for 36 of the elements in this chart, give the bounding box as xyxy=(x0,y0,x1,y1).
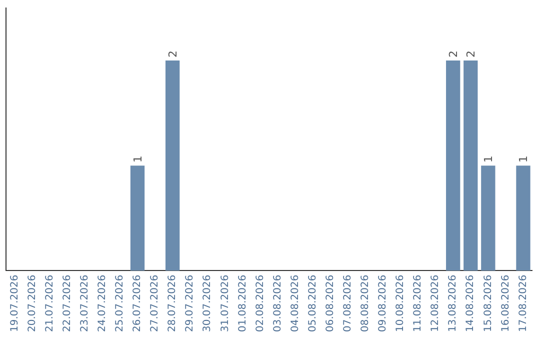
x-tick-label: 16.08.2026 xyxy=(500,274,512,332)
x-tick-label: 25.07.2026 xyxy=(114,274,126,332)
data-label: 1 xyxy=(482,156,496,163)
x-tick-label: 14.08.2026 xyxy=(465,274,476,332)
x-tick-label: 01.08.2026 xyxy=(237,274,248,332)
data-label: 2 xyxy=(166,50,180,58)
x-tick-label: 24.07.2026 xyxy=(97,274,108,332)
data-label: 1 xyxy=(517,156,530,163)
data-label: 2 xyxy=(464,50,478,58)
x-tick-label: 30.07.2026 xyxy=(202,274,214,332)
x-tick-label: 23.07.2026 xyxy=(79,274,90,332)
x-tick-label: 28.07.2026 xyxy=(167,274,178,332)
x-tick-label: 10.08.2026 xyxy=(395,274,406,332)
data-label: 2 xyxy=(447,50,460,58)
x-tick-label: 02.08.2026 xyxy=(254,274,266,332)
x-tick-label: 27.07.2026 xyxy=(150,274,161,332)
x-tick-label: 05.08.2026 xyxy=(307,274,318,332)
x-tick-label: 07.08.2026 xyxy=(342,274,354,332)
x-tick-label: 20.07.2026 xyxy=(26,274,38,332)
x-tick-label: 08.08.2026 xyxy=(360,274,372,332)
x-tick-label: 19.07.2026 xyxy=(9,274,20,332)
x-tick-label: 26.07.2026 xyxy=(132,274,144,332)
x-tick-label: 12.08.2026 xyxy=(430,274,442,332)
x-tick-label: 03.08.2026 xyxy=(272,274,284,332)
x-tick-label: 04.08.2026 xyxy=(290,274,301,332)
x-tick-label: 22.07.2026 xyxy=(62,274,73,332)
x-tick-label: 17.08.2026 xyxy=(518,274,529,332)
x-tick-label: 11.08.2026 xyxy=(412,274,424,332)
x-tick-label: 06.08.2026 xyxy=(324,274,336,332)
x-tick-label: 21.07.2026 xyxy=(44,274,56,332)
x-tick-label: 15.08.2026 xyxy=(482,274,494,332)
x-tick-label: 13.08.2026 xyxy=(448,274,459,332)
x-tick-label: 31.07.2026 xyxy=(220,274,231,332)
data-label: 1 xyxy=(132,156,144,163)
x-tick-label: 09.08.2026 xyxy=(378,274,389,332)
x-tick-label: 29.07.2026 xyxy=(184,274,196,332)
